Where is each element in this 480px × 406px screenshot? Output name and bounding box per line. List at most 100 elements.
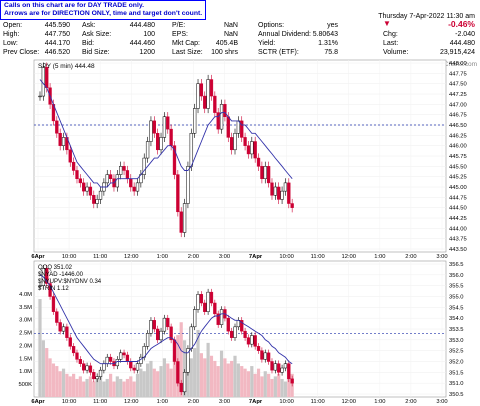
volume-bar (129, 376, 133, 397)
candle-body (166, 317, 170, 328)
candle-body (61, 326, 66, 332)
volume-bar (250, 366, 254, 397)
candle-body (280, 190, 284, 200)
candle-body (243, 330, 247, 338)
candle-body (41, 66, 46, 97)
volume-bar (41, 340, 45, 397)
volume-bar (213, 360, 217, 397)
candle-body (152, 120, 156, 134)
candle-body (169, 326, 173, 341)
candle-body (132, 367, 136, 371)
y-tick-label: 356.5 (449, 262, 464, 268)
candle-body (92, 195, 96, 204)
ask-value: 444.480 (129, 22, 155, 29)
candle-body (119, 166, 123, 175)
y-tick-label: 444.00 (449, 226, 467, 232)
last-label: Last: (383, 40, 399, 47)
volume-tick-label: 1.5M (19, 356, 32, 362)
ask-size-label: Ask Size: (82, 31, 112, 38)
candle-body (253, 335, 257, 347)
candle-body (122, 166, 126, 171)
candle-body (172, 145, 177, 175)
y-tick-label: 447.50 (449, 82, 467, 88)
candle-body (152, 320, 156, 330)
y-tick-label: 356.0 (449, 273, 464, 279)
x-tick-label: 3:00 (219, 254, 230, 260)
candle-body (75, 352, 79, 360)
volume-bar (236, 363, 240, 397)
yield-value: 1.31% (318, 40, 338, 47)
volume-bar (189, 358, 193, 397)
candle-body (55, 120, 59, 134)
candle-body (193, 309, 197, 328)
candle-body (233, 133, 237, 151)
volume-bar (260, 376, 264, 397)
candle-body (71, 346, 76, 354)
volume-bar (88, 376, 93, 397)
x-tick-label: 7Apr (249, 399, 263, 405)
volume-bar (139, 368, 143, 397)
notice-line-1: Calls on this chart are for DAY TRADE on… (4, 2, 144, 9)
candle-body (115, 174, 119, 188)
candle-body (186, 348, 190, 373)
eps-label: EPS: (172, 31, 188, 38)
y-tick-label: 443.75 (449, 237, 467, 243)
change-label: Chg: (383, 31, 398, 38)
candle-body (229, 137, 234, 151)
candle-body (105, 356, 109, 364)
volume-bar (142, 371, 146, 397)
spy-x-axis: 6Apr 10:00 11:00 12:00 1:00 2:00 3:00 7Apr 10:00… (31, 254, 447, 260)
candle-body (199, 294, 204, 304)
volume-bar (45, 348, 49, 397)
candle-body (129, 361, 133, 369)
volume-bar (233, 355, 237, 397)
candle-body (246, 337, 251, 345)
volume-bar (162, 358, 166, 397)
candle-body (45, 66, 49, 89)
spy-y-axis: 448.00 447.75 447.50 447.25 447.00 446.75 446.… (449, 61, 467, 253)
candle-body (142, 157, 146, 175)
y-tick-label: 444.25 (449, 216, 467, 222)
eps-value: NaN (223, 31, 238, 38)
volume-tick-label: 2.5M (19, 331, 32, 337)
qqq-y-axis: 356.5 356.0 355.5 355.0 354.5 354.0 353.5 353.0… (449, 262, 464, 398)
candle-body (82, 363, 86, 371)
volume-bar (55, 366, 59, 397)
y-tick-label: 354.5 (449, 305, 464, 311)
candle-body (176, 361, 180, 384)
candle-body (270, 361, 274, 371)
volume-bar (119, 378, 123, 397)
volume-bar (166, 363, 170, 397)
x-tick-label: 6Apr (31, 399, 45, 405)
candle-body (277, 186, 281, 200)
bid-size-value: 1200 (139, 49, 155, 56)
volume-bar (38, 299, 42, 397)
candle-body (280, 367, 284, 373)
candle-body (135, 363, 140, 371)
y-tick-label: 443.50 (449, 247, 467, 253)
x-tick-label: 12:00 (342, 399, 357, 405)
notice-line-2: Arrows are for DIRECTION ONLY, time and … (4, 10, 203, 17)
candle-body (193, 108, 197, 134)
candle-body (95, 376, 99, 380)
percent-change-value: -0.46% (448, 19, 475, 29)
qqq-legend-entry: $TRIN 1.12 (38, 286, 69, 292)
candle-body (233, 326, 237, 338)
volume-bar (65, 373, 69, 397)
high-value: 447.750 (44, 31, 70, 38)
candle-body (162, 317, 167, 332)
volume-bar (182, 340, 187, 397)
x-tick-label: 10:00 (62, 399, 77, 405)
candle-body (256, 157, 261, 167)
quote-datetime: Thursday 7-Apr-2022 11:30 am (378, 13, 475, 20)
candle-body (182, 203, 187, 233)
volume-bar (179, 322, 183, 397)
candle-body (179, 382, 183, 393)
volume-bar (253, 373, 257, 397)
candle-body (68, 337, 72, 347)
candle-body (213, 302, 217, 315)
volume-bar (61, 368, 66, 397)
volume-bar (223, 358, 227, 397)
candle-body (179, 211, 183, 233)
